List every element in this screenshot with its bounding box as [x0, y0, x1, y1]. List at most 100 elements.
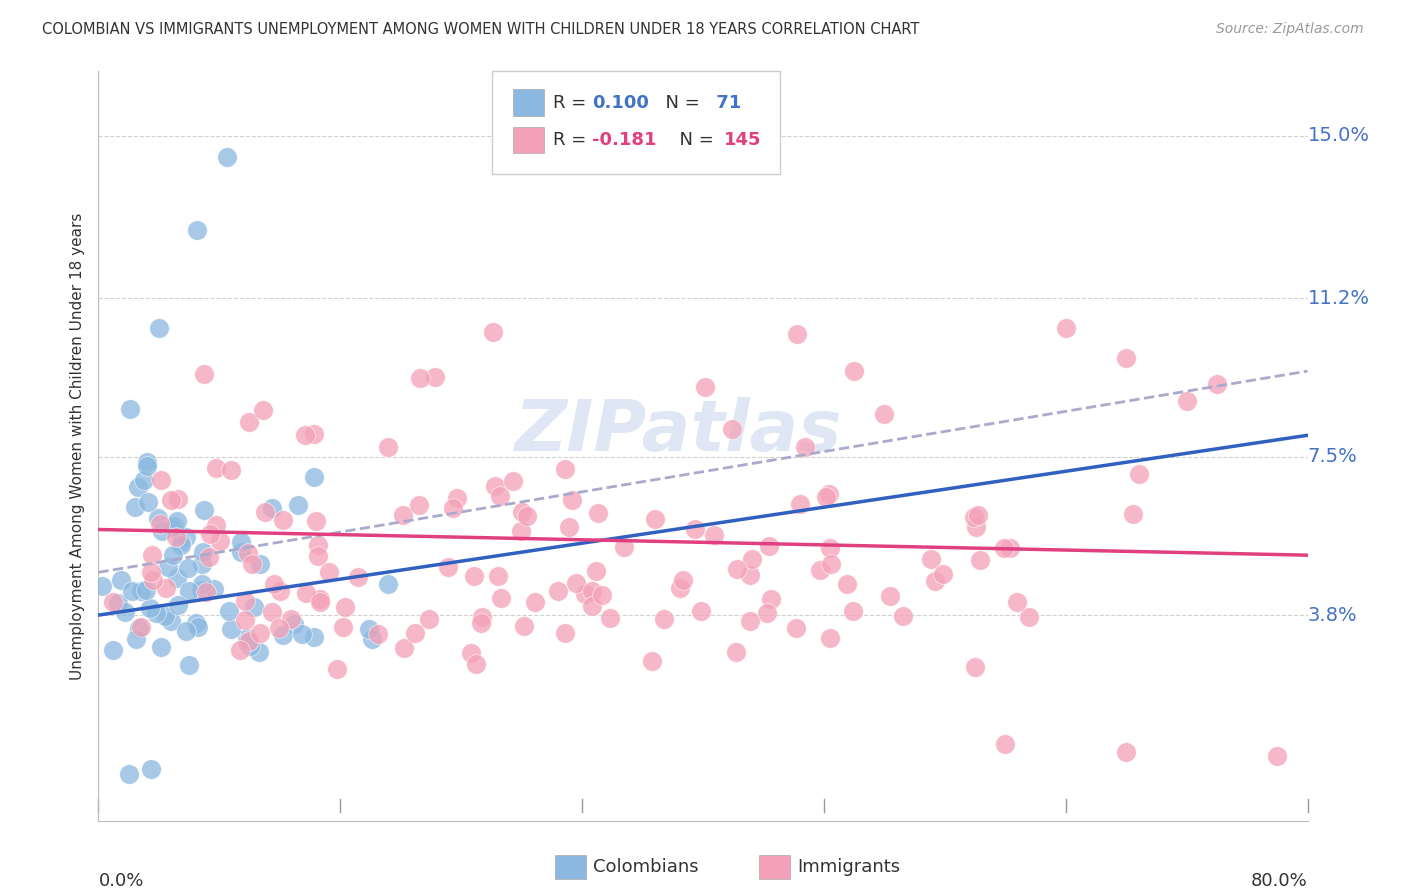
Point [599, 611, 621, 625]
Point [966, 508, 988, 523]
Point [585, 564, 607, 578]
Point [166, 492, 188, 507]
Point [470, 615, 492, 630]
Point [240, 558, 263, 572]
Point [591, 588, 613, 602]
Point [963, 660, 986, 674]
Point [190, 582, 212, 597]
Point [725, 562, 748, 576]
Y-axis label: Unemployment Among Women with Children Under 18 years: Unemployment Among Women with Children U… [69, 212, 84, 680]
Point [644, 512, 666, 526]
Point [1128, 467, 1150, 481]
Text: R =: R = [553, 94, 592, 112]
Point [1175, 394, 1198, 409]
Text: 7.5%: 7.5% [1308, 447, 1357, 467]
Point [360, 632, 382, 647]
Point [509, 524, 531, 538]
Point [489, 489, 512, 503]
Point [738, 568, 761, 582]
Point [205, 460, 228, 475]
Point [294, 586, 316, 600]
Point [1000, 541, 1022, 555]
Point [90, 578, 112, 592]
Text: -0.181: -0.181 [592, 131, 657, 149]
Point [238, 633, 260, 648]
Point [818, 631, 841, 645]
Text: N =: N = [668, 131, 720, 149]
Point [574, 587, 596, 601]
Point [683, 522, 706, 536]
Point [205, 518, 228, 533]
Point [291, 627, 314, 641]
Point [842, 603, 865, 617]
Point [367, 627, 389, 641]
Point [128, 621, 150, 635]
Point [581, 583, 603, 598]
Point [157, 559, 180, 574]
Point [202, 582, 225, 596]
Point [229, 545, 252, 559]
Point [249, 626, 271, 640]
Point [165, 531, 187, 545]
Point [309, 595, 332, 609]
Point [502, 475, 524, 489]
Point [218, 604, 240, 618]
Point [302, 426, 325, 441]
Point [786, 326, 808, 341]
Point [150, 473, 173, 487]
Point [755, 607, 778, 621]
Point [963, 510, 986, 524]
Point [273, 513, 295, 527]
Text: N =: N = [654, 94, 706, 112]
Point [994, 737, 1017, 751]
Point [484, 479, 506, 493]
Point [307, 538, 329, 552]
Point [441, 501, 464, 516]
Point [236, 634, 259, 648]
Point [174, 530, 197, 544]
Text: Source: ZipAtlas.com: Source: ZipAtlas.com [1216, 22, 1364, 37]
Point [131, 583, 153, 598]
Point [513, 619, 536, 633]
Point [247, 645, 270, 659]
Point [547, 584, 569, 599]
Point [720, 422, 742, 436]
Point [1018, 610, 1040, 624]
Point [139, 565, 162, 579]
Point [195, 585, 218, 599]
Point [263, 577, 285, 591]
Point [482, 325, 505, 339]
Point [238, 546, 260, 560]
Point [219, 463, 242, 477]
Point [392, 641, 415, 656]
Point [138, 495, 160, 509]
Point [1267, 749, 1289, 764]
Text: 0.100: 0.100 [592, 94, 648, 112]
Point [193, 367, 215, 381]
Text: Colombians: Colombians [593, 858, 699, 876]
Point [159, 492, 181, 507]
Point [101, 595, 124, 609]
Point [191, 577, 214, 591]
Point [561, 493, 583, 508]
Point [1206, 376, 1229, 391]
Point [294, 428, 316, 442]
Point [177, 583, 200, 598]
Point [554, 462, 576, 476]
Point [357, 622, 380, 636]
Point [818, 487, 841, 501]
Point [280, 612, 302, 626]
Point [460, 646, 482, 660]
Point [581, 599, 603, 613]
Point [260, 501, 283, 516]
Point [260, 605, 283, 619]
Point [177, 658, 200, 673]
Point [249, 558, 271, 572]
Point [193, 503, 215, 517]
Point [170, 538, 193, 552]
Point [229, 534, 252, 549]
Point [724, 645, 747, 659]
Point [693, 380, 716, 394]
Point [229, 643, 252, 657]
Point [558, 520, 581, 534]
